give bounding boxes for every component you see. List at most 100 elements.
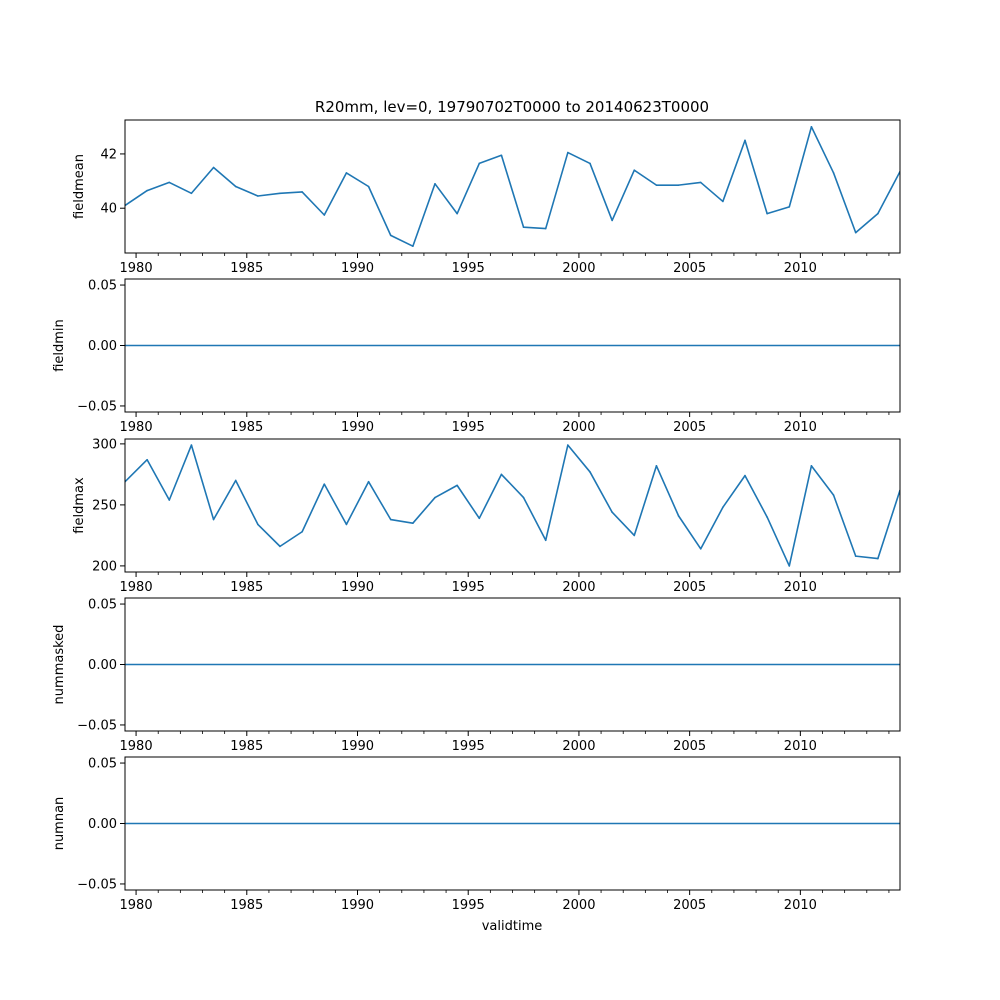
y-axis-label: fieldmin [52,319,67,372]
data-point [722,200,724,203]
data-point [323,483,326,485]
x-tick-label: 2010 [784,898,817,913]
x-tick-label: 2000 [562,261,595,276]
x-tick-label: 2005 [673,580,706,595]
data-point [677,184,680,186]
axes-frame [124,756,901,891]
x-tick-label: 1980 [120,420,153,435]
x-tick-label: 1995 [452,739,485,754]
x-tick-label: 1990 [341,420,374,435]
x-tick-label: 1985 [230,420,263,435]
x-tick-label: 2005 [673,739,706,754]
y-tick-label: 0.00 [88,339,117,354]
x-tick-label: 2010 [784,420,817,435]
data-point [655,465,658,467]
data-point [589,471,591,473]
x-tick-label: 1985 [230,739,263,754]
axes-frame [124,278,901,413]
data-point [146,458,148,461]
data-point [567,444,569,446]
data-point [744,474,746,477]
x-tick-label: 2000 [562,580,595,595]
data-point [633,169,636,172]
data-point [412,522,414,524]
data-point [301,530,303,533]
data-point [810,465,813,467]
x-tick-label: 1985 [230,898,263,913]
x-tick-label: 1995 [452,261,485,276]
x-tick-label: 1980 [120,898,153,913]
data-point [744,139,746,142]
data-point [611,511,613,514]
subplot-nummasked: 1980 1985 1990 1995 2000 2005 2010 −0.05 0.00 0.0… [52,597,901,754]
data-point [456,212,458,215]
data-point [699,181,702,184]
subplot-numnan: 1980 1985 1990 1995 2000 2005 2010 −0.05 0.00 0.0… [52,756,901,913]
data-point [611,219,613,222]
subplot-fieldmax: 1980 1985 1990 1995 2000 2005 2010 200 250 300 fie… [72,437,901,595]
subplot-fieldmean: 1980 1985 1990 1995 2000 2005 2010 40 42 fieldmea… [72,119,901,276]
x-tick-label: 1990 [341,898,374,913]
data-point [168,499,171,501]
data-point [877,212,879,215]
y-tick-label: 0.05 [88,598,117,613]
data-point [766,212,768,215]
data-point [500,473,503,476]
data-point [301,191,303,193]
data-point [699,548,702,550]
data-point [367,480,370,483]
data-point [212,166,215,169]
y-tick-label: −0.05 [77,718,117,733]
data-point [677,515,680,517]
data-point [655,184,658,186]
x-tick-label: 1995 [452,420,485,435]
y-tick-label: 0.05 [88,757,117,772]
x-tick-label: 1980 [120,261,153,276]
x-tick-label: 2010 [784,580,817,595]
x-tick-label: 1990 [341,580,374,595]
data-point [234,185,237,188]
data-point [190,192,193,195]
data-point [367,185,370,188]
y-tick-label: −0.05 [77,399,117,414]
x-axis-label: validtime [482,919,543,934]
axes-frame [124,438,901,573]
data-point [434,182,436,185]
y-tick-label: 40 [100,202,117,217]
data-point [766,516,768,518]
data-point [478,162,481,165]
y-tick-label: 200 [92,559,117,574]
data-point [877,557,879,560]
y-tick-label: 0.00 [88,658,117,673]
x-tick-label: 1990 [341,261,374,276]
y-axis-label: numnan [52,797,67,851]
x-tick-label: 2005 [673,898,706,913]
data-point [788,565,791,567]
subplots: 1980 1985 1990 1995 2000 2005 2010 40 42 fieldmea… [52,119,901,913]
data-point [190,444,193,446]
data-point [168,181,171,184]
data-point [323,214,326,216]
y-axis-label: fieldmax [72,477,87,534]
figure-title: R20mm, lev=0, 19790702T0000 to 20140623T… [315,98,709,116]
y-tick-label: 0.00 [88,817,117,832]
data-point [854,555,857,557]
y-tick-label: 300 [92,437,117,452]
x-tick-label: 2010 [784,261,817,276]
data-point [257,523,259,526]
data-point [522,496,525,499]
y-tick-label: 0.05 [88,279,117,294]
data-point [345,172,348,174]
data-point [434,496,436,499]
x-tick-label: 2000 [562,420,595,435]
data-point [788,206,791,208]
axes-frame [124,597,901,732]
x-tick-label: 1995 [452,580,485,595]
data-point [589,162,591,165]
data-point [257,195,259,197]
axes-frame [124,119,901,254]
x-tick-label: 1985 [230,580,263,595]
data-point [456,484,458,487]
x-tick-label: 1980 [120,580,153,595]
